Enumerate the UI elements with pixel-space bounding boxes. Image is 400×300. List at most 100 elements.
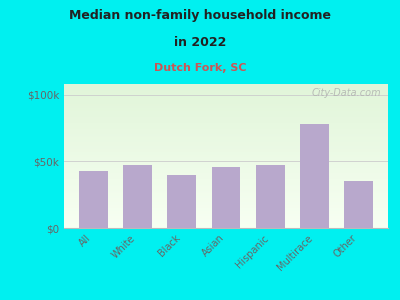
Bar	[64, 209, 388, 211]
Bar	[64, 87, 388, 88]
Bar	[64, 153, 388, 154]
Bar	[64, 159, 388, 160]
Bar	[64, 205, 388, 206]
Bar	[64, 126, 388, 127]
Bar	[64, 122, 388, 123]
Bar	[64, 188, 388, 189]
Bar	[64, 107, 388, 109]
Bar	[64, 185, 388, 186]
Text: Median non-family household income: Median non-family household income	[69, 9, 331, 22]
Bar	[64, 225, 388, 226]
Bar	[64, 203, 388, 205]
Bar	[64, 130, 388, 131]
Bar	[64, 129, 388, 130]
Bar	[64, 217, 388, 218]
Bar	[64, 158, 388, 159]
Text: City-Data.com: City-Data.com	[312, 88, 382, 98]
Bar	[64, 172, 388, 173]
Bar	[64, 154, 388, 156]
Bar	[64, 201, 388, 202]
Bar	[64, 137, 388, 139]
Bar	[64, 212, 388, 214]
Bar	[64, 110, 388, 111]
Bar	[64, 219, 388, 221]
Bar	[64, 169, 388, 170]
Bar	[64, 97, 388, 98]
Bar	[64, 167, 388, 169]
Bar	[64, 152, 388, 153]
Bar	[64, 166, 388, 167]
Bar	[64, 190, 388, 192]
Bar	[64, 224, 388, 225]
Bar	[123, 165, 152, 228]
Bar	[64, 114, 388, 116]
Bar	[64, 162, 388, 163]
Bar	[64, 175, 388, 176]
Bar	[64, 139, 388, 140]
Bar	[64, 127, 388, 129]
Bar	[64, 90, 388, 91]
Bar	[64, 104, 388, 106]
Bar	[64, 199, 388, 201]
Bar	[64, 196, 388, 198]
Bar	[64, 120, 388, 122]
Bar	[64, 123, 388, 124]
Bar	[64, 113, 388, 114]
Text: in 2022: in 2022	[174, 36, 226, 49]
Bar	[64, 195, 388, 196]
Bar	[64, 84, 388, 86]
Bar	[64, 95, 388, 97]
Bar	[64, 146, 388, 147]
Bar	[64, 109, 388, 110]
Bar	[64, 140, 388, 142]
Bar	[64, 163, 388, 165]
Bar	[64, 100, 388, 101]
Bar	[64, 91, 388, 93]
Bar	[64, 145, 388, 146]
Bar	[64, 189, 388, 190]
Bar	[64, 202, 388, 203]
Text: Dutch Fork, SC: Dutch Fork, SC	[154, 63, 246, 73]
Bar	[64, 111, 388, 113]
Bar	[64, 117, 388, 118]
Bar	[64, 208, 388, 209]
Bar	[64, 124, 388, 126]
Bar	[64, 192, 388, 194]
Bar	[64, 94, 388, 95]
Bar	[64, 165, 388, 166]
Bar	[64, 103, 388, 104]
Bar	[64, 118, 388, 120]
Bar	[64, 106, 388, 107]
Bar	[64, 183, 388, 185]
Bar	[212, 167, 240, 228]
Bar	[64, 134, 388, 136]
Bar	[64, 156, 388, 158]
Bar	[64, 222, 388, 224]
Bar	[64, 218, 388, 219]
Bar	[64, 214, 388, 215]
Bar	[64, 150, 388, 152]
Bar	[64, 178, 388, 179]
Bar	[64, 116, 388, 117]
Bar	[64, 186, 388, 188]
Bar	[64, 170, 388, 172]
Bar	[64, 176, 388, 178]
Bar	[300, 124, 329, 228]
Bar	[79, 171, 108, 228]
Bar	[64, 206, 388, 208]
Bar	[64, 179, 388, 181]
Bar	[64, 88, 388, 90]
Bar	[64, 149, 388, 150]
Bar	[64, 85, 388, 87]
Bar	[64, 226, 388, 228]
Bar	[64, 98, 388, 100]
Bar	[64, 93, 388, 94]
Bar	[64, 133, 388, 134]
Bar	[64, 211, 388, 212]
Bar	[64, 136, 388, 137]
Bar	[64, 101, 388, 103]
Bar	[256, 165, 285, 228]
Bar	[64, 160, 388, 162]
Bar	[64, 143, 388, 145]
Bar	[64, 198, 388, 199]
